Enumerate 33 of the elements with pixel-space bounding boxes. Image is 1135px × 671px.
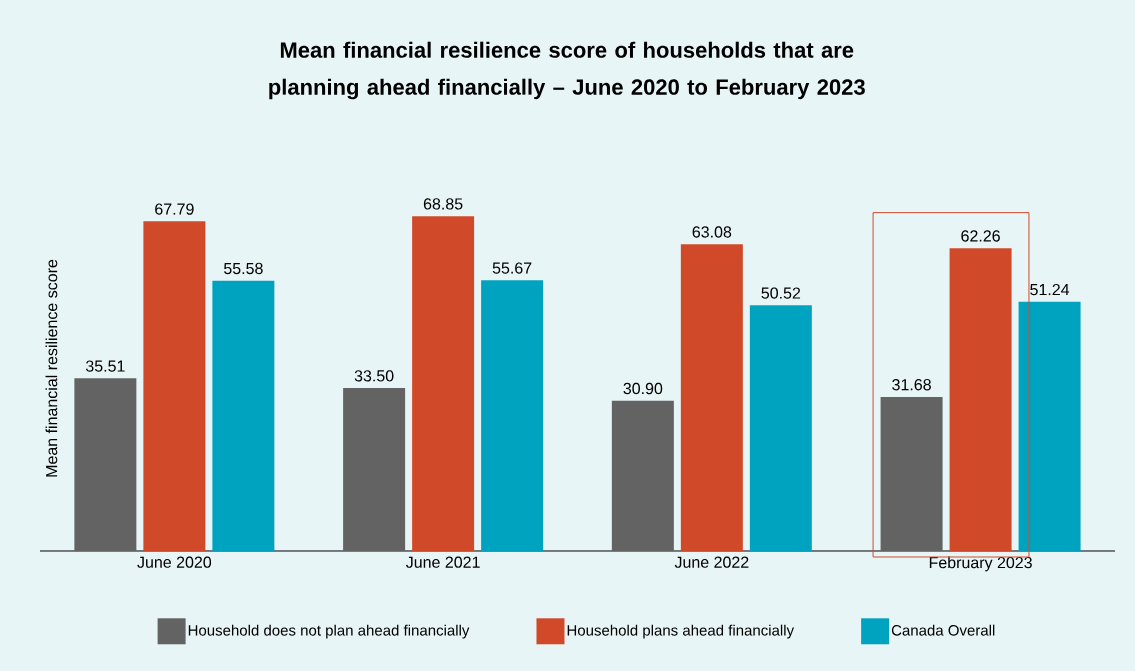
data-label: 62.26 <box>961 230 1000 242</box>
x-tick-label: June 2020 <box>137 556 212 568</box>
bar <box>412 216 475 551</box>
data-label: 55.67 <box>492 262 532 274</box>
bar <box>212 280 275 551</box>
bar <box>880 396 943 551</box>
bar <box>1018 301 1081 551</box>
data-label: 55.58 <box>224 262 263 275</box>
data-label: 68.85 <box>423 198 463 210</box>
legend-label: Canada Overall <box>891 624 995 636</box>
bar <box>949 248 1012 551</box>
bar <box>481 280 544 551</box>
bar <box>749 305 812 551</box>
x-tick-label: February 2023 <box>929 556 1032 572</box>
legend-label: Household does not plan ahead financially <box>188 624 470 639</box>
bar <box>680 244 743 551</box>
data-label: 63.08 <box>692 226 732 238</box>
x-tick-label: June 2022 <box>674 556 749 568</box>
data-label: 67.79 <box>155 203 194 215</box>
data-label: 33.50 <box>354 370 394 382</box>
data-label: 50.52 <box>761 287 801 299</box>
data-label: 51.24 <box>1030 283 1070 296</box>
chart-title: Mean financial resilience score of households that are planning ahead financially – June 2020 to February 2023 <box>269 41 865 100</box>
data-label: 31.68 <box>892 379 931 391</box>
y-axis-title: Mean financial resilience score <box>45 259 58 477</box>
data-label: 35.51 <box>85 360 125 372</box>
bar <box>74 378 137 551</box>
legend-label: Household plans ahead financially <box>567 624 795 639</box>
bar <box>343 388 406 551</box>
bar <box>143 221 206 551</box>
x-tick-label: June 2021 <box>406 556 480 568</box>
data-label: 30.90 <box>623 382 663 395</box>
bar <box>611 400 674 551</box>
